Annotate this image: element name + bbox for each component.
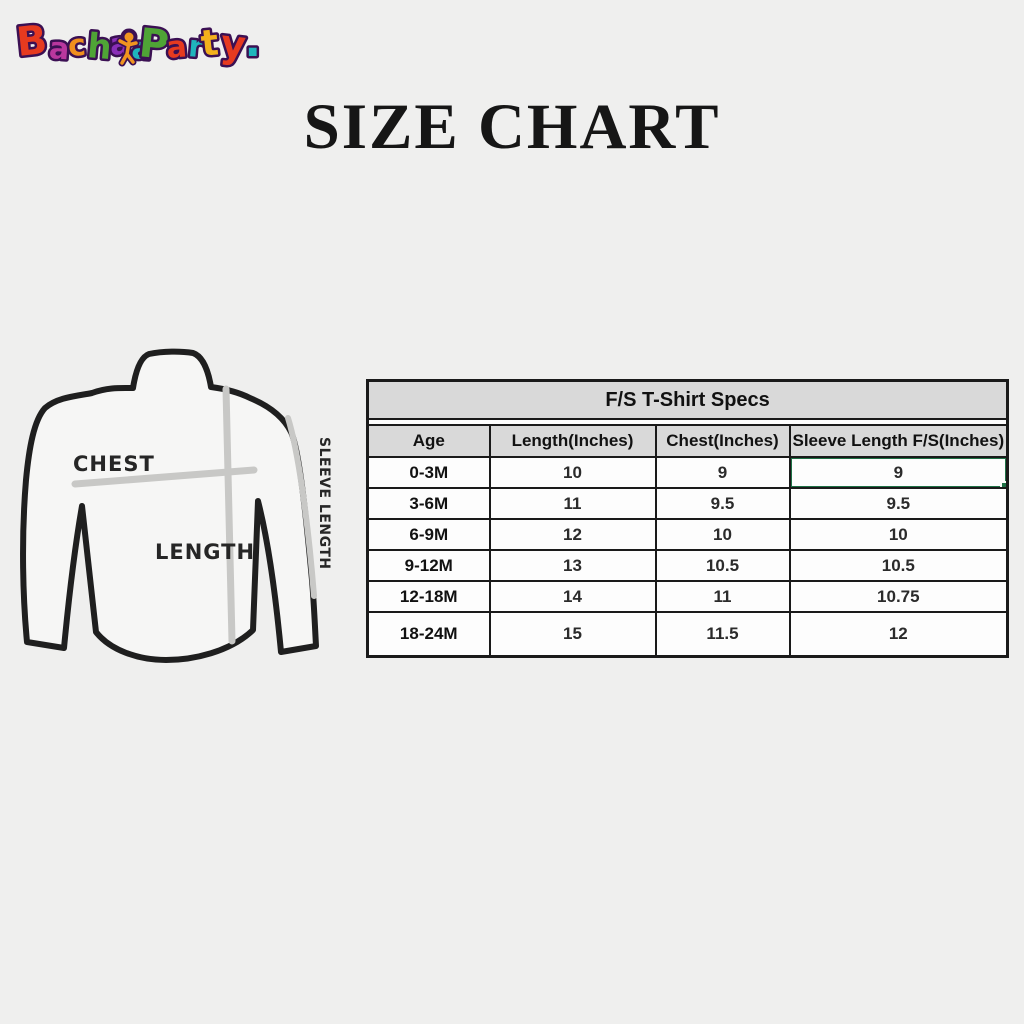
table-header-row: Age Length(Inches) Chest(Inches) Sleeve Len… xyxy=(366,424,1009,458)
table-cell: 10 xyxy=(654,518,791,551)
table-cell: 11 xyxy=(654,580,791,613)
dancing-kid-icon xyxy=(116,28,140,67)
size-spec-table: F/S T-Shirt Specs Age Length(Inches) Chest… xyxy=(366,379,1010,658)
table-title-row: F/S T-Shirt Specs xyxy=(366,379,1009,420)
sleeve-measure-line xyxy=(285,415,317,599)
table-row: 12-18M 14 11 10.75 xyxy=(366,580,1009,613)
table-row: 6-9M 12 10 10 xyxy=(366,518,1009,551)
table-cell: 9 xyxy=(654,456,791,489)
age-cell: 12-18M xyxy=(366,580,491,613)
table-row: 18-24M 15 11.5 12 xyxy=(366,611,1009,657)
shirt-outline xyxy=(20,348,319,663)
table-cell: 9.5 xyxy=(788,487,1009,520)
table-cell: 12 xyxy=(788,611,1009,657)
table-cell: 9.5 xyxy=(654,487,791,520)
table-row: 0-3M 10 9 9 xyxy=(366,456,1009,489)
shirt-measurement-diagram: CHEST LENGTH SLEEVE LENGTH xyxy=(20,348,332,663)
table-cell: 14 xyxy=(488,580,657,613)
table-title: F/S T-Shirt Specs xyxy=(366,379,1009,420)
page-title: SIZE CHART xyxy=(303,91,721,163)
age-cell: 6-9M xyxy=(366,518,491,551)
selected-cell: 9 xyxy=(788,456,1009,489)
sleeve-length-label: SLEEVE LENGTH xyxy=(316,437,332,570)
table-cell: 15 xyxy=(488,611,657,657)
table-spacer xyxy=(367,418,1008,426)
column-header: Age xyxy=(366,424,491,458)
column-header: Length(Inches) xyxy=(488,424,657,458)
logo-word-party: Party. xyxy=(137,16,260,69)
table-cell: 10 xyxy=(488,456,657,489)
table-spacer-row xyxy=(367,418,1008,426)
length-label: LENGTH xyxy=(155,540,255,564)
chest-label: CHEST xyxy=(73,452,155,476)
column-header: Chest(Inches) xyxy=(654,424,791,458)
age-cell: 9-12M xyxy=(366,549,491,582)
table-cell: 10.5 xyxy=(654,549,791,582)
table-cell: 12 xyxy=(488,518,657,551)
table-cell: 10.5 xyxy=(788,549,1009,582)
length-measure-line xyxy=(222,385,236,645)
table-cell: 11 xyxy=(488,487,657,520)
age-cell: 0-3M xyxy=(366,456,491,489)
age-cell: 18-24M xyxy=(366,611,491,657)
chest-measure-line xyxy=(71,466,258,488)
table-cell: 10.75 xyxy=(788,580,1009,613)
column-header: Sleeve Length F/S(Inches) xyxy=(788,424,1009,458)
table-cell: 13 xyxy=(488,549,657,582)
table-row: 3-6M 11 9.5 9.5 xyxy=(366,487,1009,520)
table-row: 9-12M 13 10.5 10.5 xyxy=(366,549,1009,582)
bachaa-party-logo: Bachaa Party. xyxy=(12,14,260,72)
table-cell: 11.5 xyxy=(654,611,791,657)
age-cell: 3-6M xyxy=(366,487,491,520)
table-cell: 10 xyxy=(788,518,1009,551)
